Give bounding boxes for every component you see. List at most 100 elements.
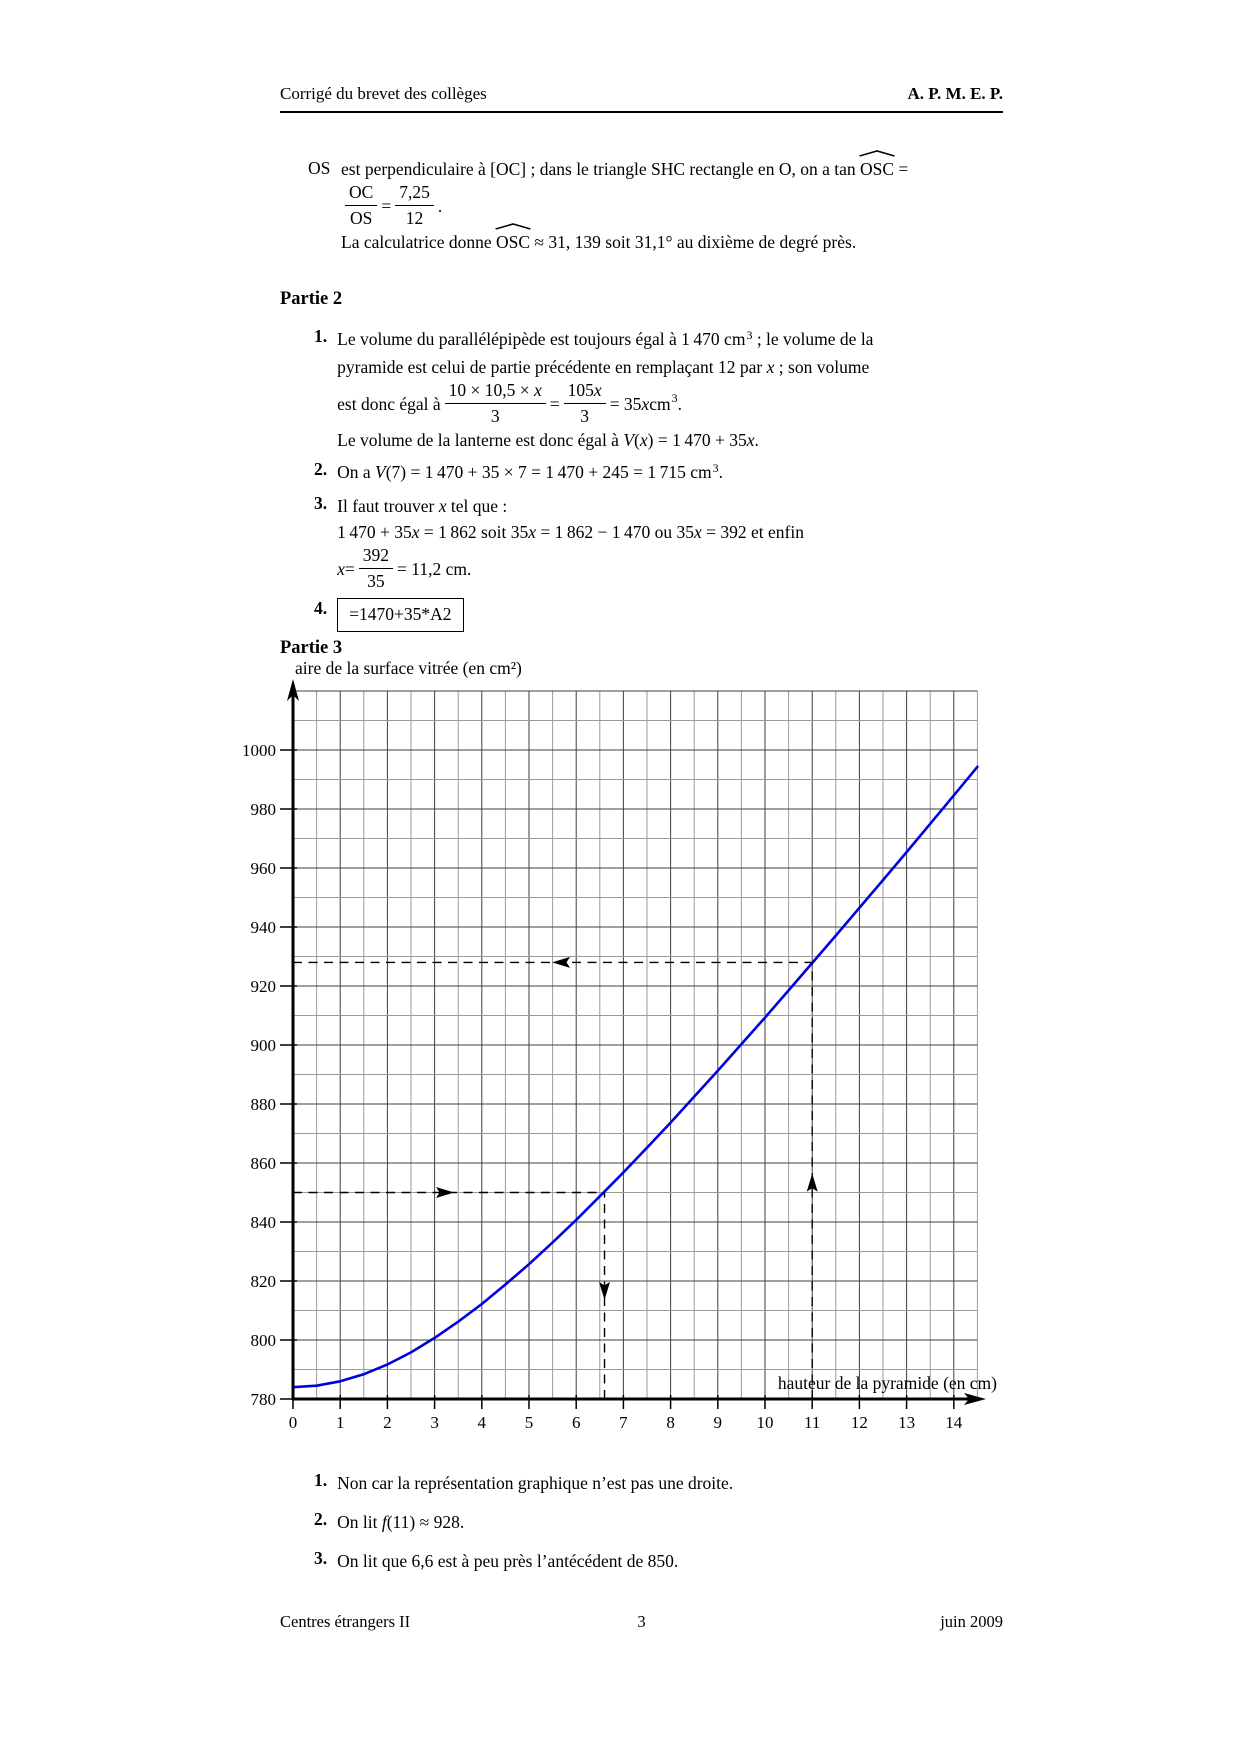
y-axis-title: aire de la surface vitrée (en cm²) xyxy=(295,658,522,678)
math-italic: x xyxy=(639,430,648,450)
fraction-numerator: 392 xyxy=(358,545,394,569)
item-number: 3. xyxy=(314,1548,328,1568)
math-italic: x xyxy=(534,380,542,400)
gridlines xyxy=(292,690,978,1400)
fraction-denominator: 3 xyxy=(580,406,590,426)
math-italic: x xyxy=(438,496,447,516)
header-left-title: Corrigé du brevet des collèges xyxy=(280,84,487,103)
curve-f xyxy=(291,765,979,1389)
spreadsheet-formula-box: =1470+35*A2 xyxy=(337,598,464,632)
item-number: 2. xyxy=(314,1509,328,1529)
list-item: 4. =1470+35*A2 xyxy=(314,598,1004,632)
paragraph-line: On lit que 6,6 est à peu près l’antécéde… xyxy=(337,1551,679,1571)
x-tick-label: 8 xyxy=(666,1413,675,1432)
x-tick-label: 2 xyxy=(383,1413,392,1432)
fraction-denominator: OS xyxy=(349,208,373,228)
item-body: Il faut trouver x tel que : 1 470 + 35x … xyxy=(337,493,804,592)
y-tick-label: 780 xyxy=(251,1390,277,1409)
y-tick-label: 820 xyxy=(251,1272,277,1291)
superscript: 3 xyxy=(746,328,753,342)
page-header: Corrigé du brevet des collèges A. P. M. … xyxy=(280,84,1003,113)
math-italic: x xyxy=(693,522,702,542)
x-tick-label: 6 xyxy=(572,1413,581,1432)
item-body: Le volume du parallélépipède est toujour… xyxy=(337,326,873,453)
x-tick-label: 0 xyxy=(289,1413,298,1432)
math-italic: x xyxy=(746,430,755,450)
paragraph-line: Il faut trouver x tel que : xyxy=(337,496,508,516)
intro-paragraph: OS est perpendiculaire à [OC] ; dans le … xyxy=(308,150,1008,255)
fraction-denominator: 3 xyxy=(490,406,500,426)
page-footer: Centres étrangers II 3 juin 2009 xyxy=(280,1612,1003,1632)
x-tick-label: 4 xyxy=(478,1413,487,1432)
partie-2-items: 1. Le volume du parallélépipède est touj… xyxy=(280,326,1004,632)
math-italic: f xyxy=(381,1512,387,1532)
header-right-title: A. P. M. E. P. xyxy=(907,84,1003,103)
x-tick-label: 14 xyxy=(945,1413,963,1432)
partie-2-title: Partie 2 xyxy=(280,289,343,309)
superscript: 3 xyxy=(671,390,678,405)
widehat-angle: OSC xyxy=(495,223,531,255)
footer-right: juin 2009 xyxy=(940,1612,1003,1631)
y-tick-label: 1000 xyxy=(242,741,276,760)
math-italic: x xyxy=(528,522,536,542)
y-tick-label: 980 xyxy=(251,800,277,819)
angle-name: OSC xyxy=(495,232,531,252)
item-number: 4. xyxy=(314,598,328,618)
y-tick-label: 960 xyxy=(251,859,277,878)
fraction-numerator: 105x xyxy=(563,380,606,404)
chart-canvas: aire de la surface vitrée (en cm²) hauteu… xyxy=(242,658,997,1432)
paragraph-line: On lit f(11) ≈ 928. xyxy=(337,1512,465,1532)
paragraph-line: 1 470 + 35x = 1 862 soit 35x = 1 862 − 1… xyxy=(337,522,804,542)
math-italic: x xyxy=(593,380,602,400)
up-arrow-icon xyxy=(806,1173,818,1192)
item-number: 2. xyxy=(314,459,328,479)
intro-text-1: est perpendiculaire à [OC] ; dans le tri… xyxy=(341,150,908,182)
math-italic: x xyxy=(766,357,775,377)
paragraph-line: On a V(7) = 1 470 + 35 × 7 = 1 470 + 245… xyxy=(337,461,723,482)
item-number: 1. xyxy=(314,326,328,346)
footer-left: Centres étrangers II xyxy=(280,1612,411,1631)
intro-label-os: OS xyxy=(308,158,331,178)
math-italic: V xyxy=(623,430,635,450)
paragraph-line: pyramide est celui de partie précédente … xyxy=(337,357,870,377)
y-tick-label: 920 xyxy=(251,977,277,996)
partie-3-items: 1. Non car la représentation graphique n… xyxy=(280,1470,1004,1587)
x-tick-label: 13 xyxy=(898,1413,915,1432)
math-italic: V xyxy=(375,462,386,482)
partie-3-title: Partie 3 xyxy=(280,638,343,658)
y-axis-arrow-icon xyxy=(287,679,299,701)
fraction-numerator: 7,25 xyxy=(395,182,434,206)
intro-line-1: OS est perpendiculaire à [OC] ; dans le … xyxy=(308,150,1008,182)
intro-text-2: La calculatrice donne OSC ≈ 31, 139 soit… xyxy=(341,223,1008,255)
fraction: OC OS xyxy=(345,182,378,229)
widehat-icon xyxy=(495,223,531,230)
fraction-numerator: 10 × 10,5 × x xyxy=(444,380,546,404)
x-tick-label: 3 xyxy=(430,1413,439,1432)
list-item: 2. On a V(7) = 1 470 + 35 × 7 = 1 470 + … xyxy=(314,459,1004,487)
intro-math-row: OC OS = 7,25 12. xyxy=(341,182,1008,229)
math-italic: x xyxy=(411,522,420,542)
x-tick-label: 9 xyxy=(714,1413,723,1432)
chart: aire de la surface vitrée (en cm²) hauteu… xyxy=(230,645,1030,1445)
math-italic: x xyxy=(641,393,650,414)
angle-name: OSC xyxy=(859,159,895,179)
item-number: 1. xyxy=(314,1470,328,1490)
y-tick-label: 900 xyxy=(251,1036,277,1055)
fraction-numerator: OC xyxy=(345,182,378,206)
list-item: 2. On lit f(11) ≈ 928. xyxy=(314,1509,1004,1535)
list-item: 3. Il faut trouver x tel que : 1 470 + 3… xyxy=(314,493,1004,592)
item-body: On a V(7) = 1 470 + 35 × 7 = 1 470 + 245… xyxy=(337,459,723,487)
list-item: 3. On lit que 6,6 est à peu près l’antéc… xyxy=(314,1548,1004,1574)
spreadsheet-formula-line: =1470+35*A2 xyxy=(337,598,464,632)
y-tick-label: 880 xyxy=(251,1095,277,1114)
item-number: 3. xyxy=(314,493,328,513)
paragraph-line: Le volume du parallélépipède est toujour… xyxy=(337,328,874,349)
x-tick-label: 7 xyxy=(619,1413,628,1432)
list-item: 1. Le volume du parallélépipède est touj… xyxy=(314,326,1004,453)
fraction-denominator: 12 xyxy=(405,208,424,228)
superscript: 3 xyxy=(712,461,719,475)
paragraph-line: Le volume de la lanterne est donc égal à… xyxy=(337,430,759,450)
math-line: x = 392 35 = 11,2 cm. xyxy=(337,545,472,591)
